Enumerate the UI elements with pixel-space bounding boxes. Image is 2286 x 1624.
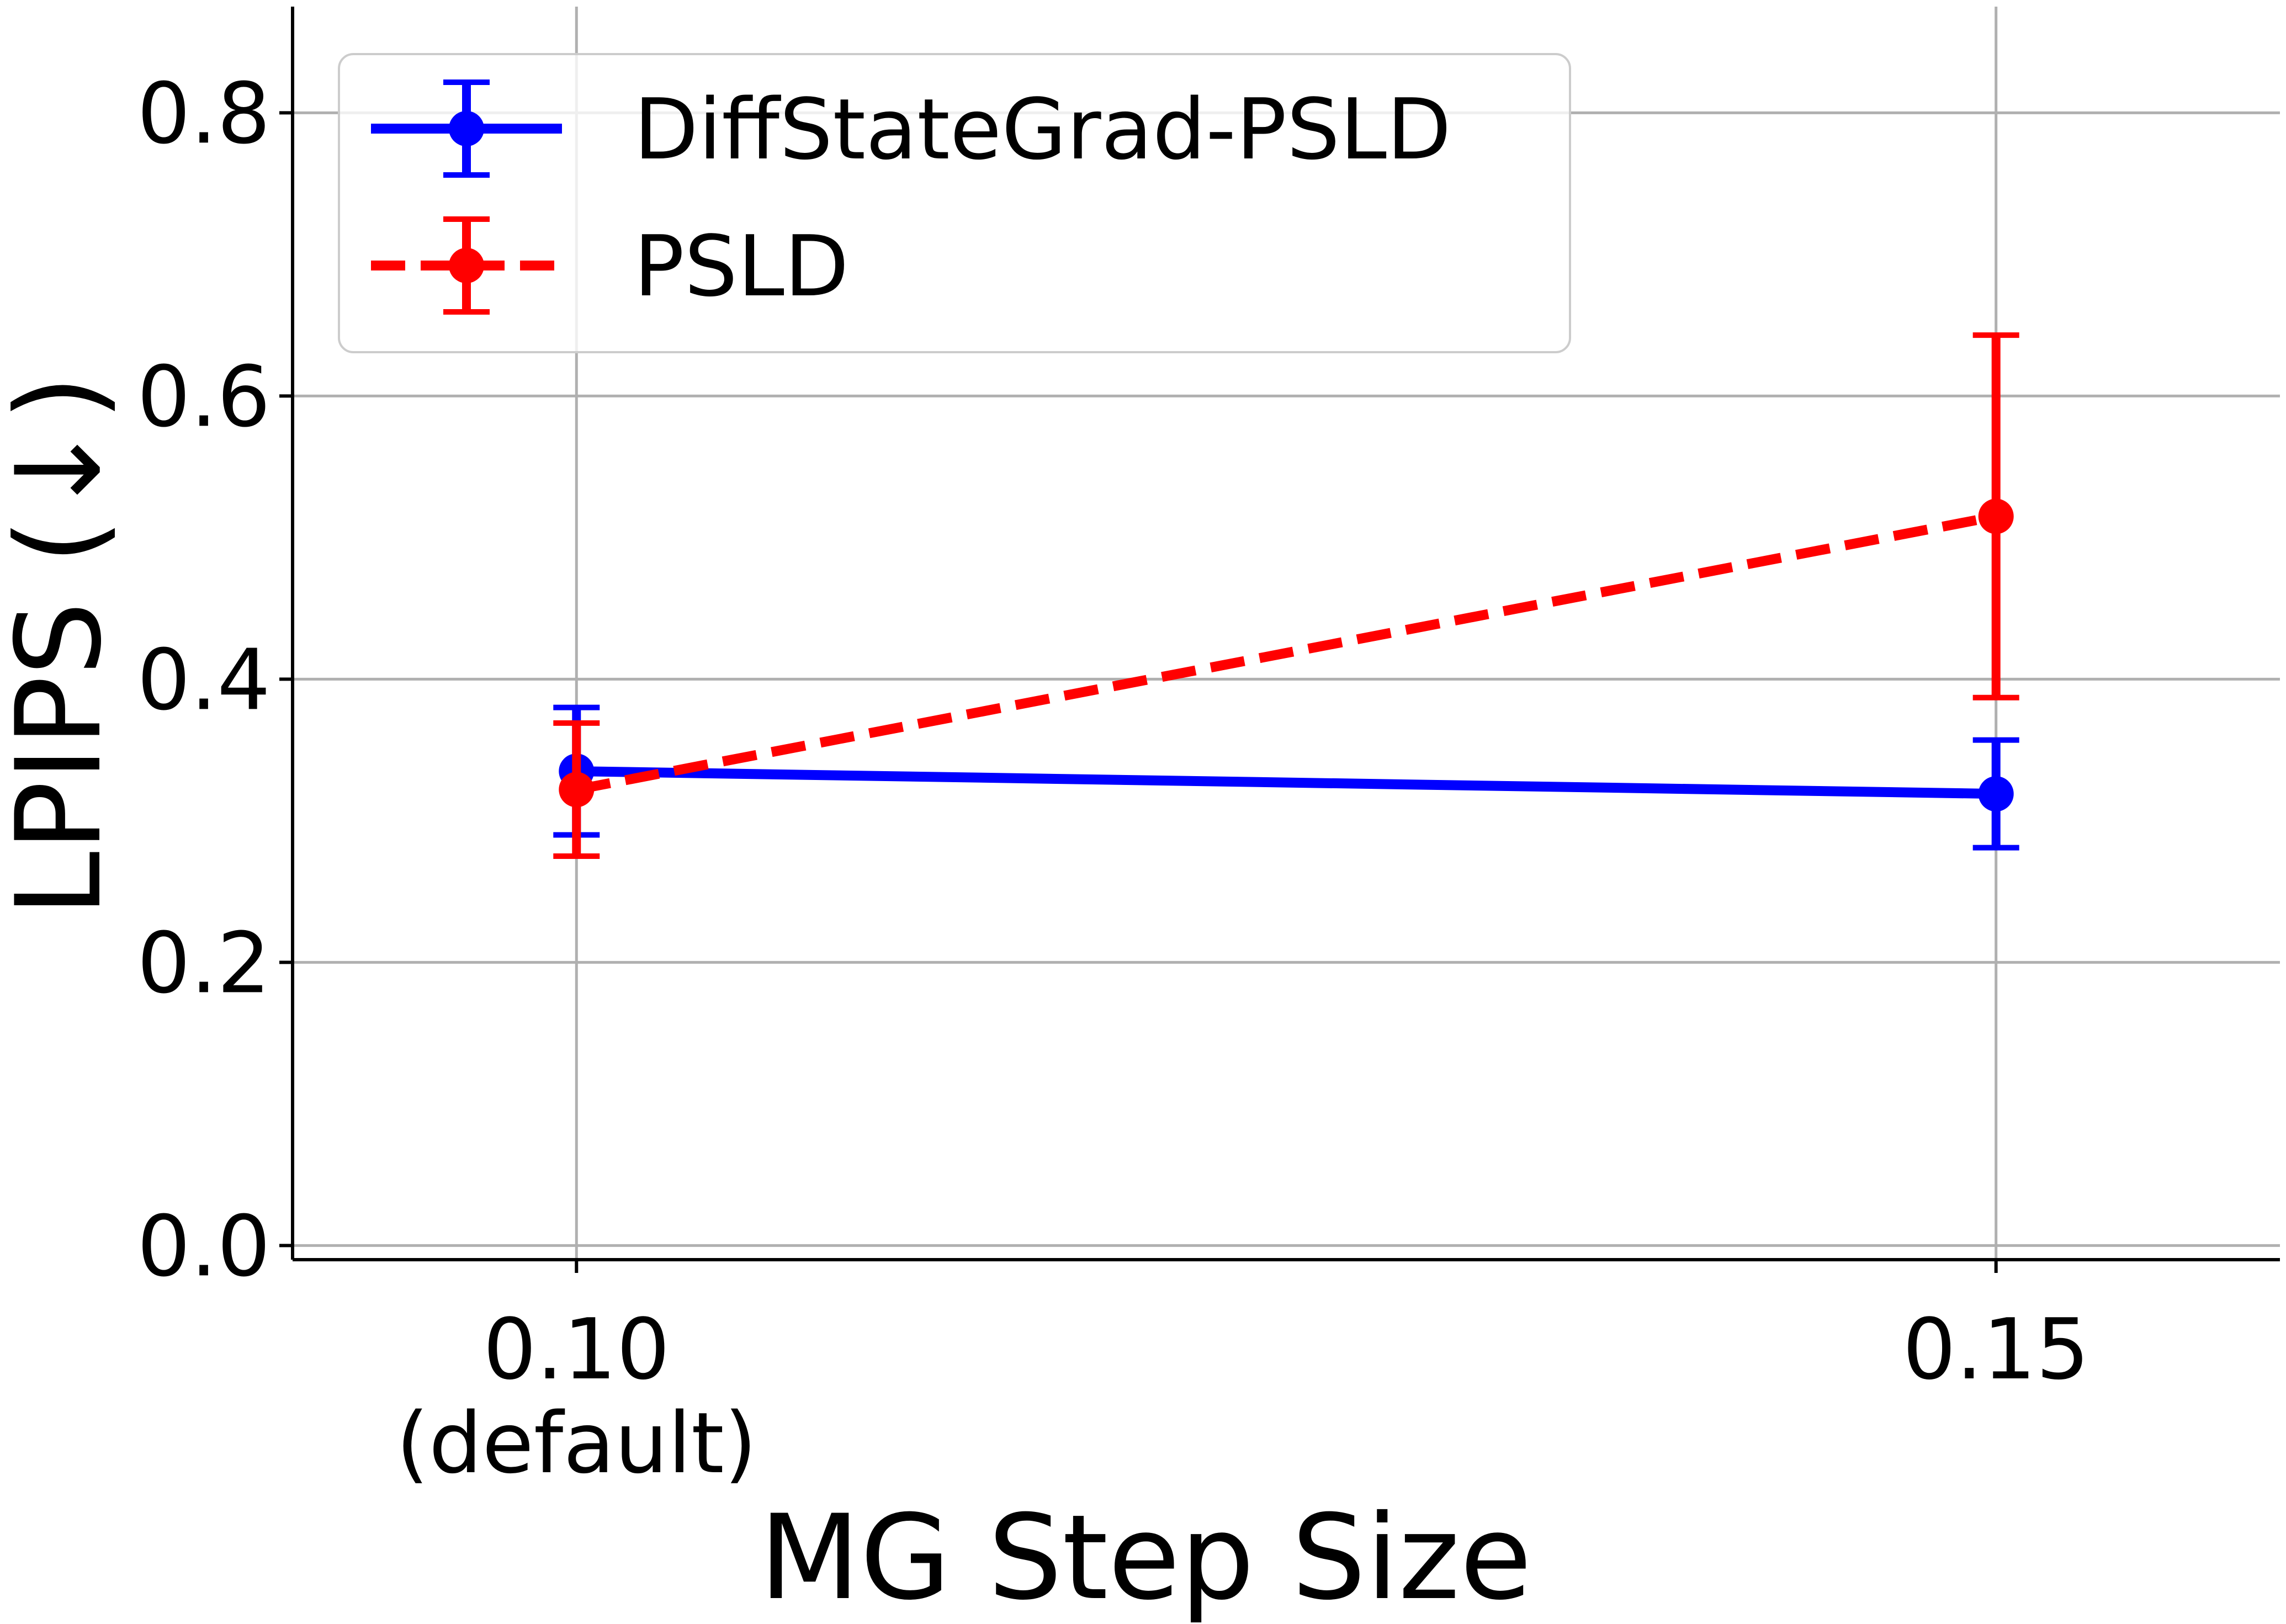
legend-marker (449, 248, 484, 283)
data-point (1978, 498, 2014, 534)
legend-entry: PSLD (371, 216, 849, 315)
axes (279, 7, 2280, 1273)
series-line (575, 511, 1997, 795)
x-tick-label: 0.15 (1902, 1301, 2089, 1398)
legend-label: PSLD (634, 217, 849, 315)
y-tick-label: 0.6 (137, 348, 270, 445)
series-1 (553, 332, 2019, 859)
x-axis-label: MG Step Size (759, 1489, 1532, 1624)
y-tick-label: 0.4 (137, 631, 270, 729)
tick-labels: 0.0 0.2 0.4 0.6 0.8 0.10(default) 0.15 (137, 65, 2089, 1492)
series-line (576, 766, 1996, 799)
y-tick-label: 0.0 (137, 1197, 270, 1295)
legend-frame (338, 53, 1571, 353)
data-point (559, 772, 595, 808)
data-point (1978, 776, 2014, 812)
legend: DiffStateGrad-PSLD PSLD (338, 53, 1571, 353)
y-axis-label: LPIPS (↓) (0, 375, 127, 916)
legend-label: DiffStateGrad-PSLD (634, 81, 1451, 178)
legend-entries: DiffStateGrad-PSLD PSLD (371, 79, 1451, 315)
series-0 (553, 704, 2019, 851)
y-tick-label: 0.8 (137, 65, 270, 162)
x-tick-label: 0.10 (483, 1301, 670, 1398)
legend-entry: DiffStateGrad-PSLD (371, 79, 1451, 178)
series-layer (553, 332, 2019, 859)
x-tick-sublabel: (default) (396, 1394, 757, 1492)
y-tick-label: 0.2 (137, 914, 270, 1012)
legend-marker (449, 111, 484, 146)
